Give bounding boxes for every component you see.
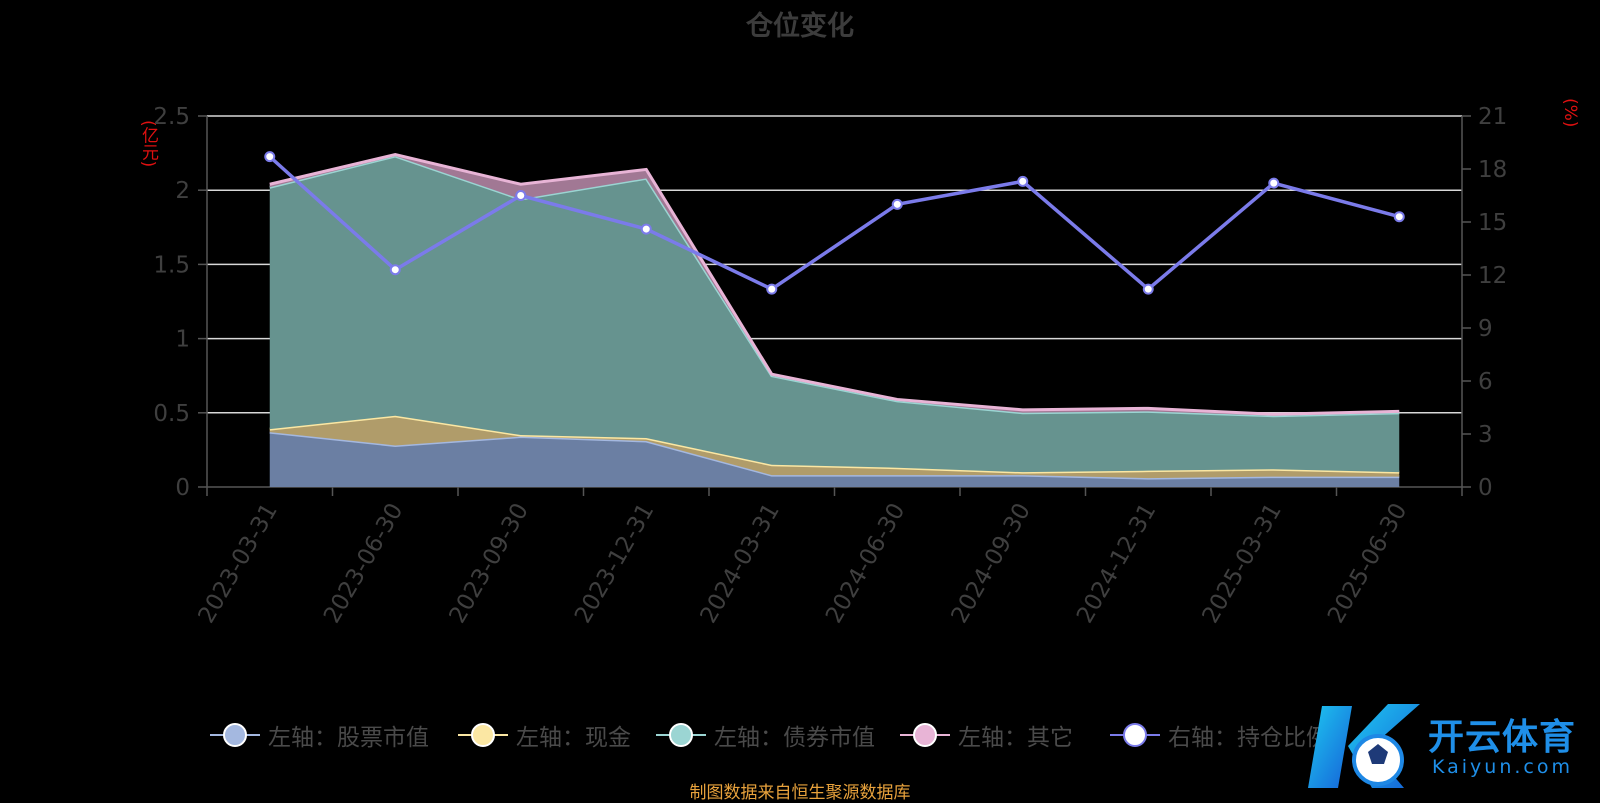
x-axis-tick-label: 2023-12-31 [570, 499, 659, 628]
left-axis-unit: (亿元) [138, 120, 158, 168]
x-axis-tick-label: 2025-06-30 [1323, 499, 1412, 628]
right-axis-tick-label: 0 [1478, 475, 1493, 501]
ratio-point [640, 223, 652, 235]
legend-cash-icon [458, 720, 508, 750]
ratio-point [515, 190, 527, 201]
legend-item-stock[interactable]: 左轴：股票市值 [210, 718, 429, 752]
kaiyun-logo-icon [1308, 704, 1420, 788]
data-source-footer: 制图数据来自恒生聚源数据库 [689, 783, 911, 803]
left-axis-tick-label: 2.5 [153, 104, 190, 130]
legend-ratio-icon [1110, 720, 1160, 750]
x-axis-tick-label: 2024-06-30 [821, 499, 910, 628]
legend: 左轴：股票市值 左轴：现金 左轴：债券市值 左轴：其它 右轴：持仓比例 [0, 718, 1600, 754]
x-axis-tick-label: 2023-06-30 [319, 499, 408, 628]
position-change-chart: 0 0.5 1 1.5 2 2.5 0 3 6 9 12 15 18 21 2023-03-31 2023-0… [153, 104, 1507, 628]
right-axis-tick-label: 3 [1478, 422, 1493, 448]
legend-stock-label: 左轴：股票市值 [268, 725, 429, 751]
legend-item-ratio[interactable]: 右轴：持仓比例 [1110, 718, 1329, 752]
right-axis-tick-label: 12 [1478, 263, 1507, 289]
left-axis-tick-label: 1 [175, 327, 190, 353]
ratio-point [389, 264, 401, 276]
x-axis-tick-label: 2023-03-31 [194, 499, 283, 628]
ratio-point [1142, 283, 1154, 295]
right-axis-tick-label: 9 [1478, 316, 1493, 342]
legend-bond-icon [656, 720, 706, 750]
legend-ratio-label: 右轴：持仓比例 [1168, 725, 1329, 751]
legend-cash-label: 左轴：现金 [516, 725, 631, 751]
ratio-point [891, 198, 903, 210]
ratio-point [1017, 175, 1029, 187]
legend-bond-label: 左轴：债券市值 [714, 725, 875, 751]
legend-item-cash[interactable]: 左轴：现金 [458, 718, 631, 752]
left-axis-tick-label: 0.5 [153, 401, 190, 427]
ratio-point [1268, 177, 1280, 189]
right-axis-tick-label: 15 [1478, 210, 1507, 236]
x-axis-tick-label: 2025-03-31 [1198, 499, 1287, 628]
line-左轴：其它 [269, 153, 1400, 416]
x-axis-tick-label: 2023-09-30 [445, 499, 534, 628]
watermark-url: Kaiyun.com [1432, 756, 1573, 778]
ratio-point [264, 151, 276, 163]
right-axis-tick-label: 18 [1478, 157, 1507, 183]
right-axis-tick-label: 6 [1478, 369, 1493, 395]
left-axis-tick-label: 1.5 [153, 252, 190, 278]
legend-other-label: 左轴：其它 [958, 725, 1073, 751]
ratio-line [268, 155, 1400, 292]
legend-other-icon [900, 720, 950, 750]
right-axis-tick-label: 21 [1478, 104, 1507, 130]
chart-title: 仓位变化 [746, 11, 854, 42]
watermark-brand: 开云体育 [1428, 717, 1577, 758]
legend-item-bond[interactable]: 左轴：债券市值 [656, 718, 875, 752]
left-axis-tick-label: 0 [175, 475, 190, 501]
legend-item-other[interactable]: 左轴：其它 [900, 718, 1073, 752]
left-axis-tick-label: 2 [175, 178, 190, 204]
legend-stock-icon [210, 720, 260, 750]
area-左轴：股票市值 [269, 432, 1400, 487]
right-axis-unit: (%) [1560, 98, 1580, 128]
area-左轴：债券市值 [269, 156, 1400, 473]
x-axis-tick-label: 2024-03-31 [696, 499, 785, 628]
x-axis-tick-label: 2024-12-31 [1072, 499, 1161, 628]
ratio-point [1393, 211, 1405, 223]
x-axis-tick-label: 2024-09-30 [947, 499, 1036, 628]
area-左轴：现金 [269, 415, 1400, 479]
ratio-point [766, 283, 778, 295]
